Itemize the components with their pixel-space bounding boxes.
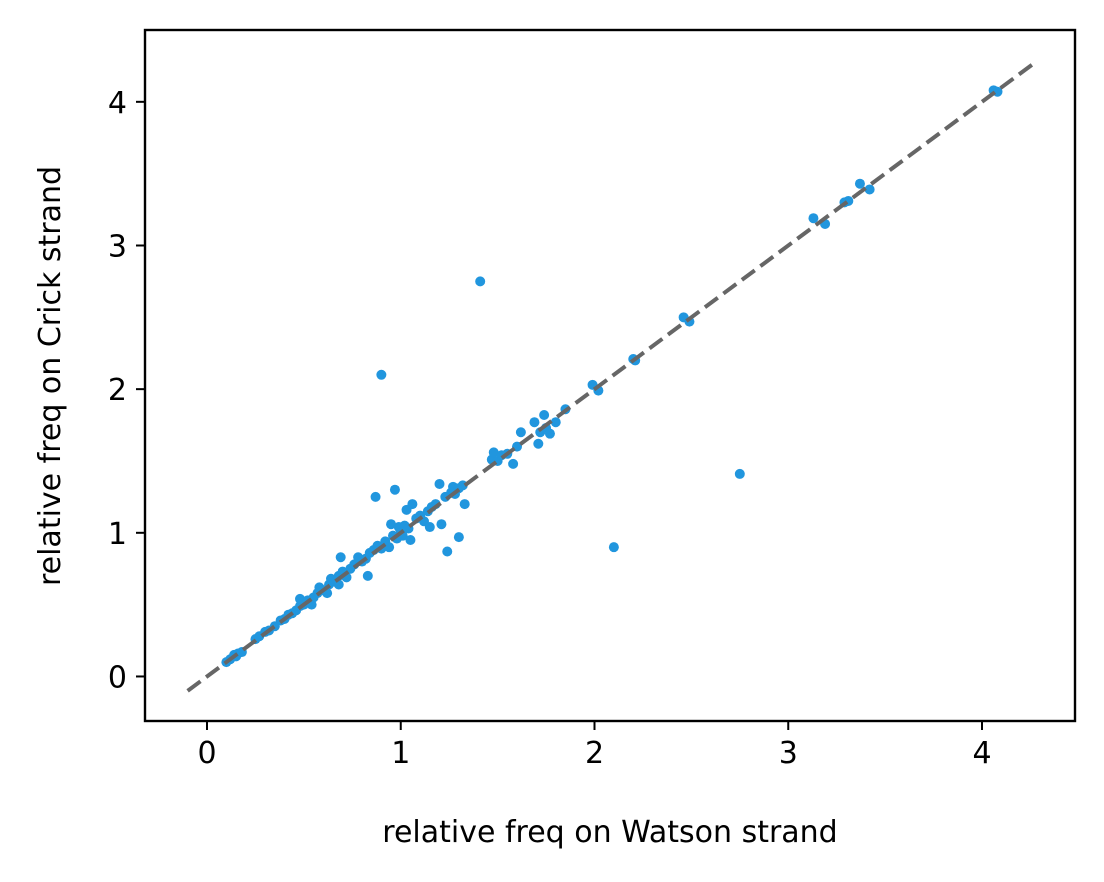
data-point (854, 178, 865, 189)
data-point (508, 458, 519, 469)
data-point (376, 369, 387, 380)
x-tick-label: 4 (972, 736, 991, 771)
x-tick-label: 0 (197, 736, 216, 771)
data-point (442, 546, 453, 557)
data-point (436, 519, 447, 530)
data-point (335, 552, 346, 563)
y-tick-label: 3 (108, 229, 127, 264)
data-point (407, 499, 418, 510)
data-point (434, 478, 445, 489)
x-axis-label: relative freq on Watson strand (382, 815, 837, 850)
data-point (370, 491, 381, 502)
data-point (389, 484, 400, 495)
data-point (453, 532, 464, 543)
data-point (362, 570, 373, 581)
y-tick-label: 1 (108, 517, 127, 552)
data-point (544, 428, 555, 439)
data-point (734, 468, 745, 479)
reference-line-layer (186, 61, 1036, 693)
data-point (529, 417, 540, 428)
x-tick-label: 1 (391, 736, 410, 771)
data-point (808, 213, 819, 224)
x-tick-label: 3 (779, 736, 798, 771)
reference-diagonal-line (186, 61, 1036, 693)
data-point (539, 410, 550, 421)
data-point (550, 417, 561, 428)
data-point (515, 427, 526, 438)
x-axis-ticks: 0 1 2 3 4 (197, 721, 992, 771)
data-point (864, 184, 875, 195)
data-point (608, 542, 619, 553)
y-axis-label: relative freq on Crick strand (33, 166, 68, 586)
data-point (424, 522, 435, 533)
y-tick-label: 4 (108, 86, 127, 121)
data-point (533, 438, 544, 449)
y-tick-label: 0 (108, 660, 127, 695)
x-tick-label: 2 (585, 736, 604, 771)
data-point (384, 542, 395, 553)
data-point (386, 519, 397, 530)
data-point (405, 534, 416, 545)
data-point (475, 276, 486, 287)
y-tick-label: 2 (108, 373, 127, 408)
plot-frame (143, 28, 1077, 723)
data-point (459, 499, 470, 510)
data-point (488, 447, 499, 458)
y-axis-ticks: 0 1 2 3 4 (108, 86, 145, 695)
